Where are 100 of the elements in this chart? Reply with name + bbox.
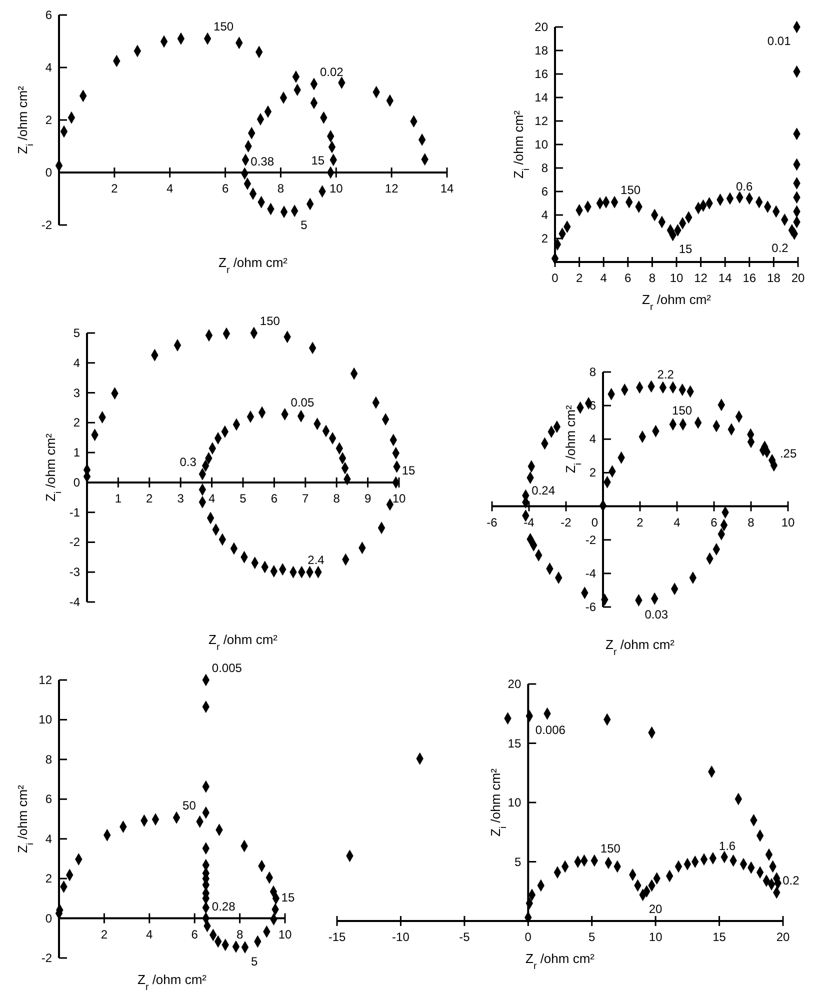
x-tick-label: 6 <box>624 271 632 285</box>
annotation: 2.4 <box>308 553 325 568</box>
x-tick-label: 10 <box>670 271 684 285</box>
x-tick-label: 9 <box>364 491 372 506</box>
y-tick-label: 2 <box>45 872 52 886</box>
x-tick-label: 1 <box>114 491 122 506</box>
y-tick-label: 4 <box>45 60 52 74</box>
x-tick-label: 6 <box>191 927 198 942</box>
x-tick-label: 2 <box>636 515 644 530</box>
y-tick-label: -2 <box>69 535 80 550</box>
y-tick-label: 5 <box>514 854 522 869</box>
y-tick-label: 20 <box>534 20 548 34</box>
y-tick-label: 4 <box>541 208 548 222</box>
y-tick-label: 2 <box>589 466 596 480</box>
x-tick-label: -10 <box>392 930 410 944</box>
x-tick-label: 20 <box>776 930 790 944</box>
y-tick-label: 0 <box>73 475 80 490</box>
x-tick-label: -5 <box>459 930 470 944</box>
y-tick-label: -4 <box>69 595 80 609</box>
y-tick-label: 14 <box>534 90 548 104</box>
x-tick-label: 2 <box>111 182 118 196</box>
x-axis-title: Z$_{r}$ /ohm cm² <box>138 972 208 992</box>
annotation: 150 <box>260 314 280 328</box>
x-tick-label: 14 <box>718 271 732 285</box>
x-tick-label: -6 <box>486 515 498 530</box>
x-tick-label: 0 <box>524 930 532 944</box>
y-tick-label: 12 <box>38 673 52 687</box>
y-tick-label: 20 <box>508 677 522 691</box>
annotation: 0.6 <box>736 180 753 194</box>
x-tick-label: 20 <box>791 271 805 285</box>
x-tick-label: 3 <box>177 491 184 506</box>
x-tick-label: 4 <box>600 271 608 285</box>
x-tick-label: -4 <box>524 515 535 530</box>
y-tick-label: -2 <box>585 532 596 547</box>
y-tick-label: 10 <box>534 138 548 152</box>
annotation: 0.006 <box>535 722 566 737</box>
y-tick-label: 3 <box>73 386 80 400</box>
x-tick-label: 8 <box>236 927 244 942</box>
annotation: 0.28 <box>212 899 236 914</box>
x-axis-title: Z$_{r}$ /ohm cm² <box>526 951 596 972</box>
x-tick-label: 8 <box>748 515 755 530</box>
y-tick-label: 10 <box>508 796 522 810</box>
y-tick-label: 5 <box>73 326 80 340</box>
x-tick-label: 2 <box>576 271 583 285</box>
annotation: 50 <box>182 798 196 813</box>
x-axis-title: Z$_{r}$ /ohm cm² <box>606 637 676 658</box>
y-tick-label: 0 <box>45 166 52 180</box>
annotation: 150 <box>672 404 692 418</box>
annotation: 150 <box>620 183 641 198</box>
x-tick-label: 4 <box>166 182 174 196</box>
x-tick-label: 4 <box>208 491 216 506</box>
y-tick-label: 0 <box>45 911 52 926</box>
annotation: 150 <box>214 20 234 34</box>
x-tick-label: 0 <box>552 271 559 285</box>
annotation: 0.005 <box>212 661 242 675</box>
y-tick-label: 4 <box>45 832 52 846</box>
x-tick-label: -15 <box>328 930 346 944</box>
x-tick-label: 16 <box>742 271 756 285</box>
annotation: .25 <box>780 446 797 460</box>
x-tick-label: 10 <box>648 930 663 944</box>
x-tick-label: 2 <box>146 491 154 506</box>
y-tick-label: 18 <box>534 44 548 58</box>
y-tick-label: 2 <box>541 232 548 246</box>
annotation: 0.03 <box>644 607 668 622</box>
y-tick-label: -2 <box>41 951 52 965</box>
x-tick-label: 10 <box>278 927 292 942</box>
y-tick-label: 2 <box>73 416 80 430</box>
x-tick-label: 5 <box>240 491 247 506</box>
y-tick-label: 8 <box>589 365 596 379</box>
annotation: 0.05 <box>290 395 314 410</box>
y-tick-label: 12 <box>534 114 548 128</box>
y-tick-label: -6 <box>585 600 596 614</box>
annotation: 150 <box>600 842 621 856</box>
y-tick-label: 16 <box>534 67 548 81</box>
y-tick-label: 6 <box>45 792 52 806</box>
x-tick-label: 6 <box>270 491 278 506</box>
x-tick-label: 6 <box>222 182 229 196</box>
annotation: 5 <box>300 218 308 232</box>
x-tick-label: 14 <box>440 182 454 196</box>
y-tick-label: -1 <box>69 505 80 520</box>
annotation: 15 <box>311 154 325 168</box>
x-tick-label: 7 <box>302 491 310 506</box>
x-tick-label: 18 <box>767 271 781 285</box>
x-tick-label: 8 <box>333 491 340 506</box>
y-tick-label: -3 <box>69 565 80 580</box>
x-tick-label: 8 <box>277 182 284 196</box>
x-axis-title: Z$_{r}$ /ohm cm² <box>208 632 278 652</box>
y-tick-label: 2 <box>45 113 52 127</box>
y-tick-label: 6 <box>45 8 52 22</box>
annotation: 0.3 <box>180 455 197 470</box>
annotation: 0.2 <box>782 874 800 888</box>
y-tick-label: 15 <box>508 736 522 750</box>
annotation: 1.6 <box>718 839 736 854</box>
y-tick-label: 4 <box>73 356 80 370</box>
annotation: 15 <box>402 463 416 478</box>
annotation: 2.2 <box>657 367 674 382</box>
y-tick-label: -2 <box>41 218 52 232</box>
y-tick-label: 8 <box>541 161 548 175</box>
y-tick-label: 4 <box>589 432 596 446</box>
annotation: 0.24 <box>532 483 556 498</box>
